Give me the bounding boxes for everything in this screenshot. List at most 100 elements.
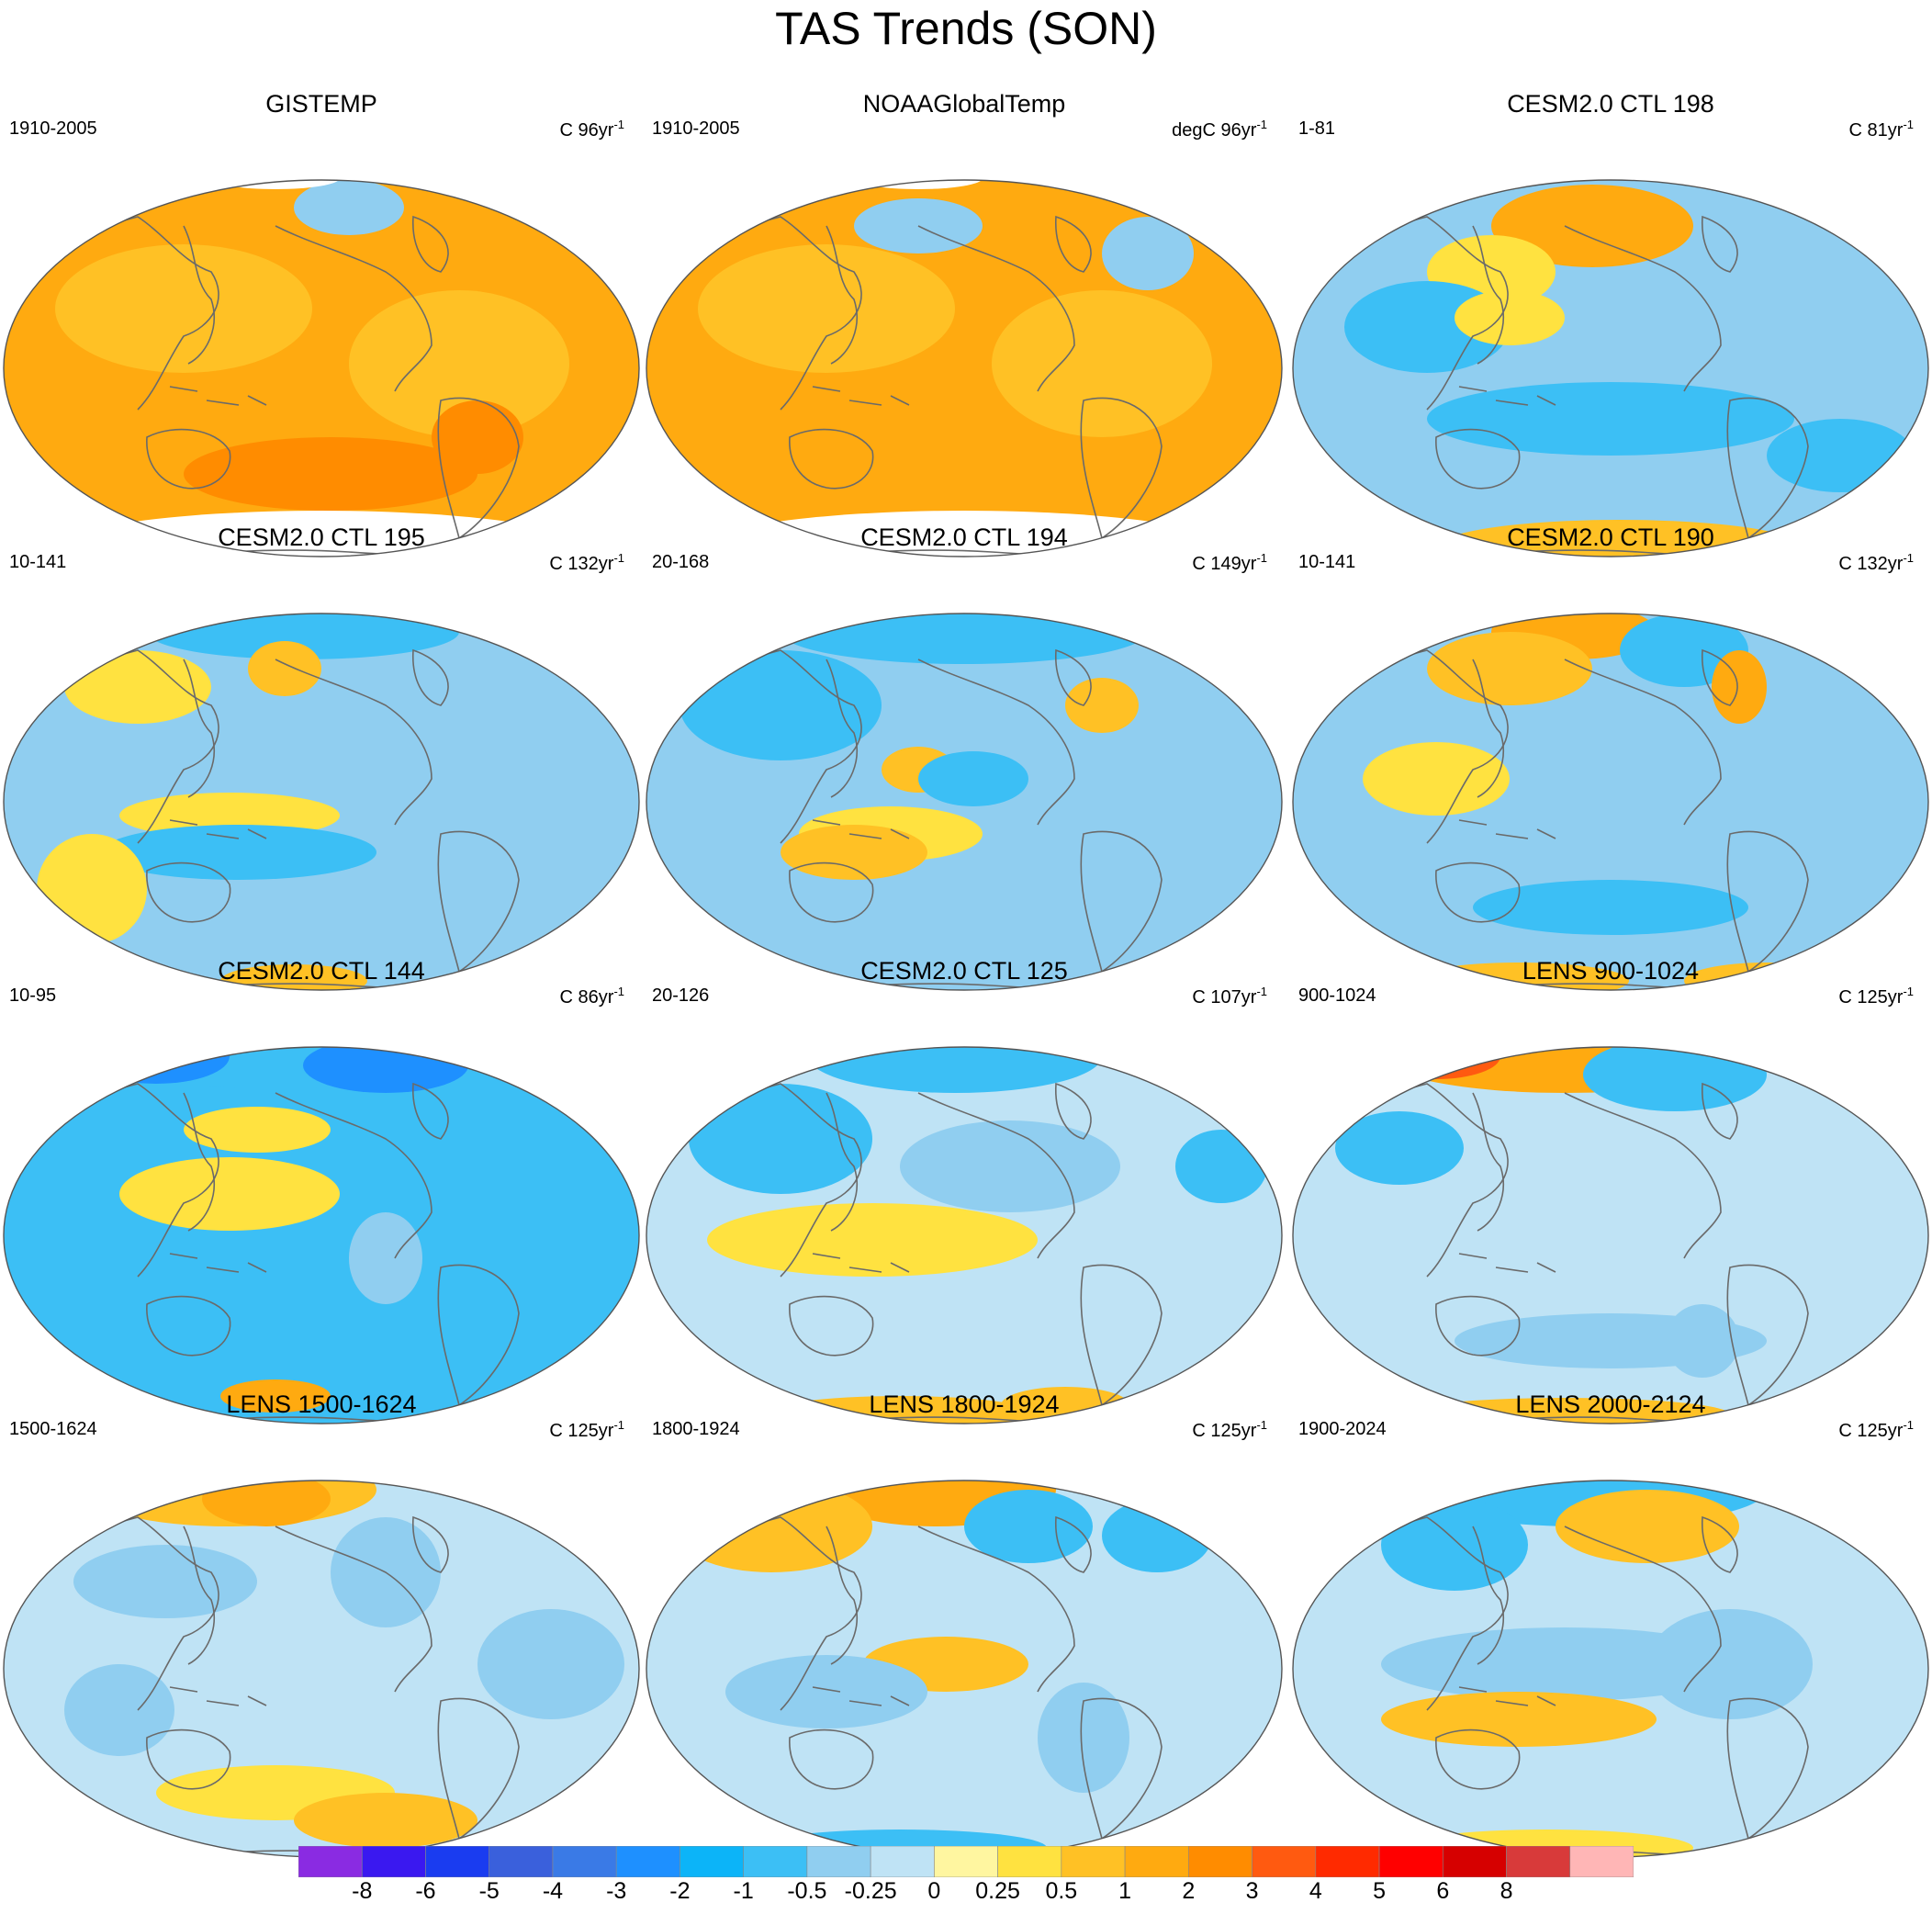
colorbar-tick-label: -8 <box>352 1878 373 1904</box>
coastline <box>169 1253 267 1273</box>
trend-region <box>64 650 211 724</box>
map-background <box>4 1047 639 1424</box>
panel-unit-label: C 132yr-1 <box>1838 547 1914 575</box>
coastline <box>146 1728 231 1790</box>
trend-region <box>1381 1499 1528 1591</box>
trend-region <box>303 1047 468 1093</box>
panel-title: CESM2.0 CTL 125 <box>860 957 1068 985</box>
colorbar-swatch <box>489 1846 554 1877</box>
coastline <box>1055 648 1092 706</box>
unit-text: C 86yr <box>559 987 614 1008</box>
colorbar-tick-label: -1 <box>733 1878 754 1904</box>
colorbar-tick-label: 6 <box>1436 1878 1450 1904</box>
trend-region <box>220 1379 331 1413</box>
coastline <box>1080 830 1163 974</box>
trend-region <box>1436 520 1803 557</box>
map-plot <box>646 1480 1283 1858</box>
panel-period-label: 20-126 <box>652 985 710 1006</box>
trend-region <box>248 641 321 696</box>
coastline <box>917 1092 1075 1259</box>
coastline <box>826 1092 858 1232</box>
coastline <box>146 1295 231 1357</box>
colorbar-swatch <box>1315 1846 1380 1877</box>
trend-region <box>689 1084 872 1194</box>
map-plot <box>646 1046 1283 1424</box>
panel-unit-label: C 107yr-1 <box>1192 981 1267 1008</box>
map-background <box>1293 614 1928 990</box>
trend-region <box>1473 880 1748 935</box>
colorbar-tick-label: 4 <box>1309 1878 1322 1904</box>
colorbar-tick-label: 3 <box>1245 1878 1259 1904</box>
coastline <box>437 1264 520 1407</box>
colorbar-swatch <box>1061 1846 1126 1877</box>
unit-exponent: -1 <box>613 551 624 565</box>
trend-region <box>1666 1304 1739 1378</box>
trend-region <box>83 1047 230 1084</box>
trend-region <box>1647 1609 1813 1719</box>
coastline <box>917 1526 1075 1693</box>
coastline <box>1472 659 1504 798</box>
panel-period-label: 10-141 <box>1298 552 1356 572</box>
unit-exponent: -1 <box>1903 118 1914 131</box>
unit-exponent: -1 <box>1903 1418 1914 1432</box>
coastline <box>1055 1082 1092 1140</box>
map-frame <box>646 613 1283 991</box>
trend-region <box>37 834 147 944</box>
colorbar-swatch <box>743 1846 808 1877</box>
map-plot <box>646 179 1283 557</box>
map-plot <box>3 613 640 991</box>
map-panel: CESM2.0 CTL 194 20-168 C 149yr-1 <box>643 522 1286 991</box>
panel-unit-label: C 125yr-1 <box>1192 1414 1267 1442</box>
coastline <box>412 648 449 706</box>
trend-region <box>432 400 523 474</box>
coastline <box>1702 215 1738 273</box>
coastline <box>917 659 1075 826</box>
trend-region <box>1427 382 1794 456</box>
coastline <box>1080 1697 1163 1841</box>
coastline <box>1726 397 1809 540</box>
coastline <box>169 386 267 406</box>
coastline <box>1472 1092 1504 1232</box>
coastline <box>412 1082 449 1140</box>
coastline <box>789 1728 874 1790</box>
trend-region <box>1335 1111 1464 1185</box>
trend-region <box>1102 217 1194 290</box>
unit-text: C 125yr <box>1838 987 1904 1008</box>
coastline <box>1055 215 1092 273</box>
coastline <box>1435 1728 1521 1790</box>
coastline <box>146 428 231 490</box>
colorbar-swatch <box>1188 1846 1252 1877</box>
trend-region <box>349 1212 422 1304</box>
coastline <box>917 225 1075 392</box>
trend-region <box>294 1793 477 1848</box>
trend-region <box>211 180 340 189</box>
panel-unit-label: C 125yr-1 <box>549 1414 624 1442</box>
coastline <box>789 861 874 923</box>
panel-title: CESM2.0 CTL 194 <box>860 524 1068 551</box>
coastline <box>1055 1515 1092 1573</box>
panel-unit-label: C 96yr-1 <box>560 114 624 141</box>
map-plot <box>1292 613 1929 991</box>
map-panel: LENS 1800-1924 1800-1924 C 125yr-1 <box>643 1389 1286 1858</box>
unit-text: C 149yr <box>1192 554 1257 574</box>
unit-exponent: -1 <box>613 1418 624 1432</box>
colorbar-swatch <box>361 1846 426 1877</box>
trend-region <box>900 1120 1120 1212</box>
trend-region <box>1556 1490 1739 1563</box>
trend-region <box>992 290 1212 437</box>
colorbar-tick-label: -3 <box>606 1878 627 1904</box>
panel-unit-label: C 86yr-1 <box>560 981 624 1008</box>
coastline <box>275 1092 432 1259</box>
map-panel: NOAAGlobalTemp 1910-2005 degC 96yr-1 <box>643 88 1286 557</box>
panel-period-label: 1-81 <box>1298 118 1336 139</box>
colorbar-swatch <box>552 1846 617 1877</box>
coastline <box>275 225 432 392</box>
map-plot <box>1292 179 1929 557</box>
colorbar-swatch <box>1252 1846 1317 1877</box>
unit-text: degC 96yr <box>1172 120 1257 141</box>
trend-region <box>1583 1047 1767 1111</box>
panel-period-label: 10-95 <box>9 985 57 1006</box>
unit-text: C 96yr <box>559 120 614 141</box>
unit-text: C 125yr <box>1838 1421 1904 1441</box>
panel-period-label: 1500-1624 <box>9 1419 97 1439</box>
